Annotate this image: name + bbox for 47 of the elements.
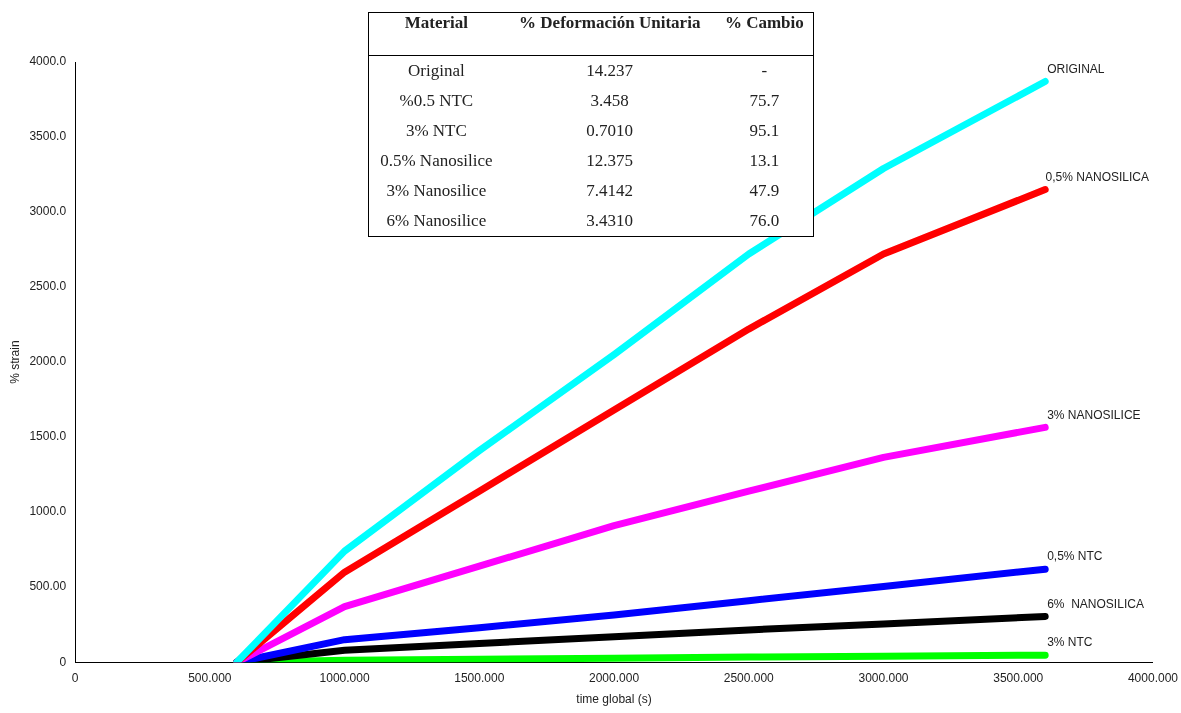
annotation: 76.0 <box>748 210 781 232</box>
y-tick-label: 2000.0 <box>29 354 67 369</box>
series-label: 3% NTC <box>1047 635 1093 650</box>
annotation: 3.458 <box>589 90 630 112</box>
annotation: 13.1 <box>748 150 781 172</box>
x-tick-label: 3500.000 <box>993 670 1044 685</box>
annotation: 0.5% Nanosilice <box>379 150 494 172</box>
annotation: %0.5 NTC <box>398 90 475 112</box>
x-tick-label: 2000.000 <box>589 670 640 685</box>
annotation: 75.7 <box>748 90 781 112</box>
annotation: 0.7010 <box>585 120 635 142</box>
series-label: 3% NANOSILICE <box>1047 407 1141 422</box>
y-tick-label: 2500.0 <box>29 279 67 294</box>
x-tick-label: 4000.000 <box>1127 670 1179 685</box>
series-label: 0,5% NTC <box>1047 549 1103 564</box>
x-tick-label: 1500.000 <box>454 670 505 685</box>
x-tick-label: 500.000 <box>188 670 232 685</box>
text: Material <box>368 12 504 56</box>
series-label: 0,5% NANOSILICA <box>1045 169 1149 184</box>
annotation: 14.237 <box>585 60 635 82</box>
y-axis-title: % strain <box>7 340 22 384</box>
series-label: ORIGINAL <box>1047 61 1105 76</box>
y-tick-label: 0 <box>59 654 67 669</box>
y-tick-label: 3000.0 <box>29 204 67 219</box>
annotation: 6% Nanosilice <box>385 210 488 232</box>
annotation: 12.375 <box>585 150 635 172</box>
text: % Deformación Unitaria <box>503 12 716 56</box>
annotation: Original <box>407 60 466 82</box>
annotation: 3% Nanosilice <box>385 180 488 202</box>
annotation: 47.9 <box>748 180 781 202</box>
y-tick-label: 1500.0 <box>29 429 67 444</box>
x-tick-label: 1000.000 <box>319 670 370 685</box>
annotation: 7.4142 <box>585 180 635 202</box>
x-axis-title: time global (s) <box>576 692 652 707</box>
annotation: - <box>760 60 769 82</box>
y-tick-label: 3500.0 <box>29 129 67 144</box>
y-tick-label: 500.00 <box>29 579 67 594</box>
text: % Cambio <box>715 12 814 56</box>
annotation: 95.1 <box>748 120 781 142</box>
y-tick-label: 1000.0 <box>29 504 67 519</box>
annotation: 3% NTC <box>404 120 468 142</box>
x-tick-label: 0 <box>71 670 79 685</box>
annotation: 3.4310 <box>585 210 635 232</box>
series-label: 6% NANOSILICA <box>1047 596 1144 611</box>
y-tick-label: 4000.0 <box>29 54 67 69</box>
x-tick-label: 3000.000 <box>858 670 909 685</box>
x-tick-label: 2500.000 <box>723 670 775 685</box>
